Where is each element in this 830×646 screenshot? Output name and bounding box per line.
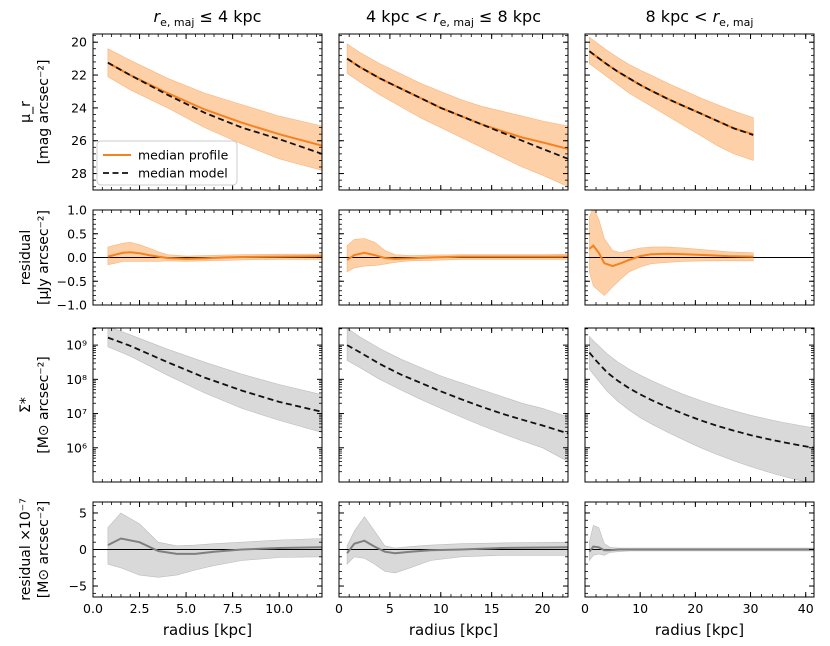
median-model-line [346, 344, 568, 435]
residual-line [107, 251, 322, 260]
x-tick-label: 2.5 [130, 601, 150, 616]
uncertainty-band [107, 48, 322, 171]
median-model-line [107, 61, 322, 155]
median-model-line [107, 336, 322, 413]
x-tick-label: 10 [632, 601, 648, 616]
uncertainty-band [346, 516, 568, 574]
x-axis-label: radius [kpc] [163, 621, 252, 639]
residual-line [588, 545, 814, 553]
y-tick-label: 10⁷ [66, 406, 87, 421]
y-tick-label: 10⁹ [66, 338, 87, 353]
panel-r0-c2 [584, 33, 815, 191]
axes-frame [584, 327, 815, 483]
legend-label-profile: median profile [138, 148, 229, 163]
x-axis-label: radius [kpc] [655, 621, 744, 639]
uncertainty-band [589, 335, 814, 482]
x-tick-label: 15 [484, 601, 500, 616]
y-tick-label: 5 [79, 505, 87, 520]
y-tick-label: −5 [69, 579, 87, 594]
x-tick-label: 0 [335, 601, 343, 616]
residual-line [107, 537, 322, 555]
uncertainty-band [346, 328, 568, 462]
median-model-line [588, 50, 754, 136]
y-axis-label: Σ* [18, 397, 34, 413]
legend: median profile median model [96, 140, 238, 186]
x-tick-label: 7.5 [223, 601, 243, 616]
uncertainty-band [107, 241, 322, 265]
y-tick-label: 0.0 [67, 250, 87, 265]
y-tick-label: 26 [71, 133, 87, 148]
column-title: 4 kpc < re, maj ≤ 8 kpc [366, 7, 541, 29]
uncertainty-band [589, 210, 754, 296]
y-tick-label: 10⁶ [66, 440, 87, 455]
y-axis-label: residual ×10⁻⁷ [18, 498, 34, 600]
x-tick-label: 20 [535, 601, 551, 616]
x-axis-label: radius [kpc] [409, 621, 498, 639]
y-tick-label: −1.0 [57, 298, 87, 313]
residual-line [346, 251, 568, 261]
y-axis-label: [mag arcsec⁻²] [36, 60, 52, 165]
panel-r3-c2 [584, 501, 815, 598]
residual-line [346, 539, 568, 555]
panel-r3-c0 [92, 501, 323, 598]
x-tick-label: 10.0 [265, 601, 293, 616]
x-tick-label: 0 [581, 601, 589, 616]
y-tick-label: 1.0 [67, 203, 87, 218]
y-axis-label: [μJy arcsec⁻²] [36, 210, 52, 305]
panel-r0-c1 [338, 33, 569, 191]
x-tick-label: 20 [687, 601, 703, 616]
y-axis-label: residual [18, 230, 34, 285]
x-tick-label: 30 [743, 601, 759, 616]
panel-r2-c2 [584, 327, 815, 483]
panel-r2-c0 [92, 327, 323, 483]
panel-r1-c1 [338, 209, 569, 306]
y-axis-label: [M⊙ arcsec⁻²] [36, 501, 52, 599]
uncertainty-band [589, 524, 814, 562]
panel-r1-c2 [584, 209, 815, 306]
x-tick-label: 5.0 [176, 601, 196, 616]
median-profile-line [107, 61, 322, 147]
y-tick-label: 22 [71, 68, 87, 83]
axes-frame [338, 33, 569, 191]
y-tick-label: −0.5 [57, 274, 87, 289]
uncertainty-band [107, 512, 322, 578]
axes-frame [338, 327, 569, 483]
uncertainty-band [589, 36, 754, 161]
panel-r3-c1 [338, 501, 569, 598]
residual-line [588, 244, 754, 268]
median-model-line [588, 352, 814, 449]
y-tick-label: 28 [71, 166, 87, 181]
legend-label-model: median model [138, 166, 228, 181]
y-axis-label: μ_r [18, 101, 34, 123]
x-tick-label: 0.0 [83, 601, 103, 616]
panel-r2-c1 [338, 327, 569, 483]
panel-r0-c0: median profile median model [92, 33, 323, 191]
panel-r1-c0 [92, 209, 323, 306]
uncertainty-band [107, 328, 322, 433]
y-tick-label: 20 [71, 35, 87, 50]
axes-frame [92, 327, 323, 483]
y-tick-label: 10⁸ [66, 372, 87, 387]
y-tick-label: 0 [79, 542, 87, 557]
axes-frame [92, 33, 323, 191]
legend-box [96, 140, 238, 186]
uncertainty-band [346, 238, 568, 273]
y-tick-label: 24 [71, 100, 87, 115]
column-title: re, maj ≤ 4 kpc [154, 7, 262, 29]
x-tick-label: 40 [798, 601, 814, 616]
axes-frame [584, 33, 815, 191]
x-tick-label: 10 [433, 601, 449, 616]
y-axis-label: [M⊙ arcsec⁻²] [36, 356, 52, 454]
median-model-line [346, 57, 568, 160]
column-title: 8 kpc < re, maj [646, 7, 754, 29]
y-tick-label: 0.5 [67, 226, 87, 241]
x-tick-label: 5 [386, 601, 394, 616]
